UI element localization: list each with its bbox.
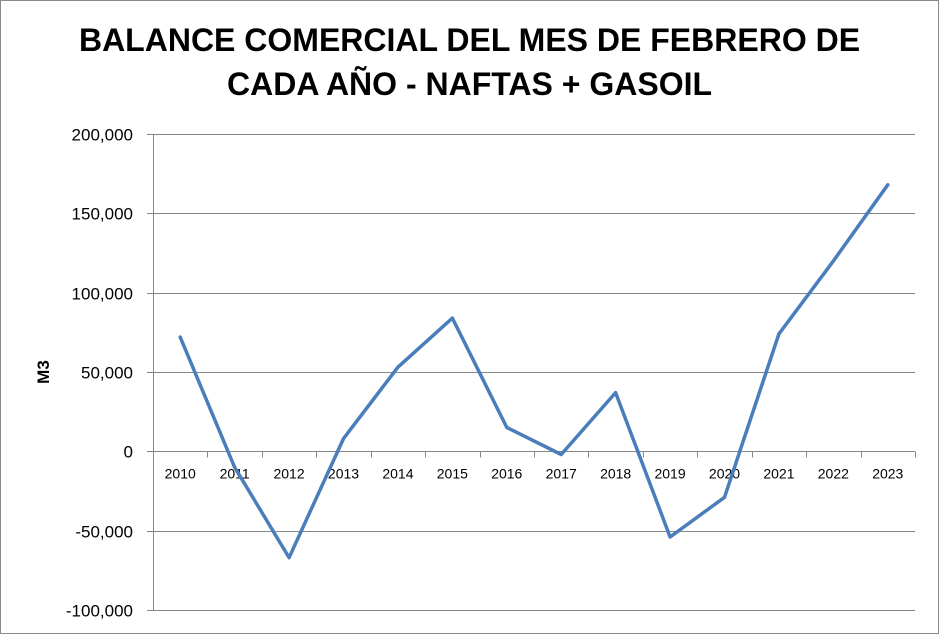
x-tick-label: 2022	[818, 466, 849, 482]
data-point	[559, 453, 563, 456]
series-layer	[178, 183, 890, 560]
y-tick-label: 100,000	[72, 285, 133, 304]
data-point	[777, 332, 781, 336]
data-point	[886, 183, 890, 187]
x-tick-label: 2019	[654, 466, 685, 482]
data-point	[178, 335, 182, 339]
gridlines	[153, 134, 915, 611]
data-point	[723, 495, 726, 499]
data-point	[450, 316, 454, 320]
data-point	[505, 426, 509, 429]
x-tick-label: 2021	[763, 466, 794, 482]
axes	[147, 134, 916, 611]
x-axis-tick-labels: 2010 2011 2012 2013 2014 2015 2016 2017 2018 2019…	[165, 466, 904, 482]
chart-title-line-2: CADA AÑO - NAFTAS + GASOIL	[226, 66, 713, 102]
y-tick-label: 150,000	[72, 205, 133, 224]
y-tick-label: -100,000	[66, 602, 133, 621]
x-tick-label: 2016	[491, 466, 522, 482]
data-point	[396, 365, 400, 369]
x-tick-label: 2012	[273, 466, 304, 482]
x-tick-label: 2014	[382, 466, 413, 482]
data-point	[233, 465, 237, 469]
chart-title: BALANCE COMERCIAL DEL MES DE FEBRERO DE …	[0, 18, 939, 106]
y-axis-tick-labels: 200,000 150,000 100,000 50,000 0 -50,000 -100,…	[66, 126, 133, 621]
y-tick-label: 200,000	[72, 126, 133, 145]
y-axis-title: M3	[34, 360, 53, 384]
x-tick-label: 2017	[546, 466, 577, 482]
data-point	[831, 259, 835, 263]
x-tick-label: 2023	[872, 466, 903, 482]
x-tick-label: 2018	[600, 466, 631, 482]
data-point	[342, 437, 345, 441]
data-point	[668, 535, 672, 539]
y-tick-label: 50,000	[81, 364, 133, 383]
data-point	[614, 391, 618, 395]
data-point	[287, 556, 291, 560]
chart-title-line-1: BALANCE COMERCIAL DEL MES DE FEBRERO DE	[78, 22, 861, 58]
x-tick-label: 2010	[165, 466, 196, 482]
series-line	[178, 183, 890, 560]
x-tick-label: 2015	[437, 466, 468, 482]
y-tick-label: -50,000	[75, 523, 133, 542]
y-tick-label: 0	[124, 443, 133, 462]
x-tick-label: 2013	[328, 466, 359, 482]
